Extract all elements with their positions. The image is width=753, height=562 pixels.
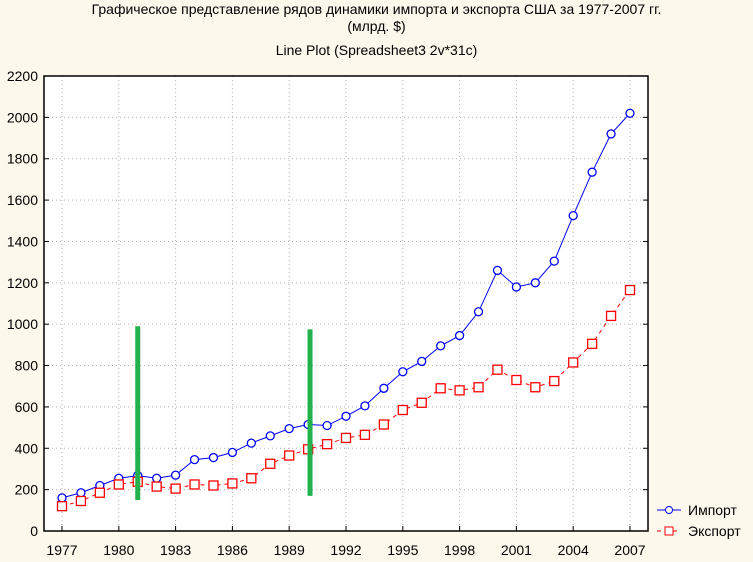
data-point-import: [152, 473, 162, 483]
legend-label: Экспорт: [688, 523, 741, 539]
x-tick-label: 2007: [614, 542, 645, 558]
data-point-import: [492, 265, 503, 276]
data-point-import: [473, 307, 484, 317]
y-tick-label: 0: [30, 523, 38, 539]
x-tick-label: 2001: [501, 542, 532, 558]
x-tick-label: 2004: [558, 542, 589, 558]
data-point-export: [568, 357, 579, 368]
data-point-export: [549, 375, 560, 387]
y-tick-label: 2200: [7, 68, 38, 84]
data-point-import: [227, 447, 238, 458]
data-point-export: [605, 310, 617, 322]
data-point-import: [189, 454, 200, 465]
chart-subtitle: (млрд. $): [347, 18, 406, 34]
y-tick-label: 1400: [7, 233, 38, 249]
data-point-import: [511, 282, 522, 292]
data-point-import: [530, 278, 540, 288]
data-point-import: [76, 488, 86, 498]
data-point-export: [321, 438, 333, 450]
data-point-import: [208, 452, 219, 463]
y-tick-label: 400: [15, 440, 39, 456]
data-point-export: [359, 429, 371, 440]
x-tick-label: 1983: [160, 542, 191, 558]
data-point-export: [208, 480, 219, 491]
data-point-import: [284, 423, 294, 434]
data-point-export: [435, 383, 446, 394]
x-tick-label: 1980: [103, 542, 134, 558]
data-point-export: [454, 385, 465, 396]
data-point-import: [436, 341, 446, 351]
data-point-import: [170, 470, 181, 480]
data-point-export: [511, 374, 522, 386]
data-point-import: [246, 438, 256, 448]
data-point-export: [586, 338, 598, 349]
data-point-export: [56, 501, 68, 512]
y-tick-label: 1600: [7, 192, 38, 208]
data-point-export: [416, 397, 427, 408]
y-tick-label: 2000: [7, 109, 38, 125]
x-tick-label: 1995: [387, 542, 418, 558]
plot-area: [44, 76, 648, 531]
x-tick-label: 1986: [217, 542, 248, 558]
data-point-import: [341, 411, 351, 421]
data-point-export: [624, 284, 636, 296]
x-tick-label: 1992: [330, 542, 361, 558]
legend-circle-icon: [665, 506, 673, 514]
data-point-export: [151, 481, 162, 492]
x-tick-label: 1977: [46, 542, 77, 558]
y-tick-label: 1000: [7, 316, 38, 332]
data-point-export: [492, 364, 503, 375]
y-tick-label: 800: [15, 358, 39, 374]
data-point-import: [360, 401, 370, 411]
data-point-export: [378, 419, 390, 430]
data-point-export: [113, 479, 124, 490]
data-point-import: [587, 167, 597, 177]
data-point-import: [57, 493, 67, 503]
y-tick-label: 200: [15, 482, 39, 498]
data-point-export: [284, 450, 295, 461]
data-point-export: [94, 487, 106, 498]
y-tick-label: 1200: [7, 275, 38, 291]
data-point-import: [417, 356, 427, 367]
data-point-import: [454, 330, 465, 341]
y-tick-label: 1800: [7, 151, 38, 167]
data-point-import: [379, 383, 389, 393]
data-point-export: [340, 432, 352, 444]
data-point-export: [246, 473, 257, 484]
data-point-export: [530, 382, 541, 393]
data-point-import: [322, 420, 332, 431]
data-point-export: [227, 478, 238, 489]
legend-square-icon: [664, 526, 674, 536]
data-point-import: [625, 108, 635, 118]
data-point-import: [398, 367, 408, 377]
data-point-import: [265, 431, 275, 441]
data-point-import: [606, 129, 616, 139]
y-tick-label: 600: [15, 399, 39, 415]
x-tick-label: 1998: [444, 542, 475, 558]
plot-frame: [43, 75, 649, 532]
plot-label: Line Plot (Spreadsheet3 2v*31c): [275, 42, 478, 58]
data-point-export: [265, 458, 276, 469]
data-point-export: [397, 404, 408, 416]
legend-label: Импорт: [688, 502, 738, 518]
data-point-import: [568, 210, 578, 221]
chart-title: Графическое представление рядов динамики…: [91, 1, 662, 17]
data-point-export: [189, 479, 200, 490]
data-point-export: [473, 382, 484, 393]
data-point-export: [170, 483, 181, 494]
data-point-import: [549, 256, 559, 266]
x-tick-label: 1989: [274, 542, 305, 558]
data-point-export: [75, 495, 87, 507]
